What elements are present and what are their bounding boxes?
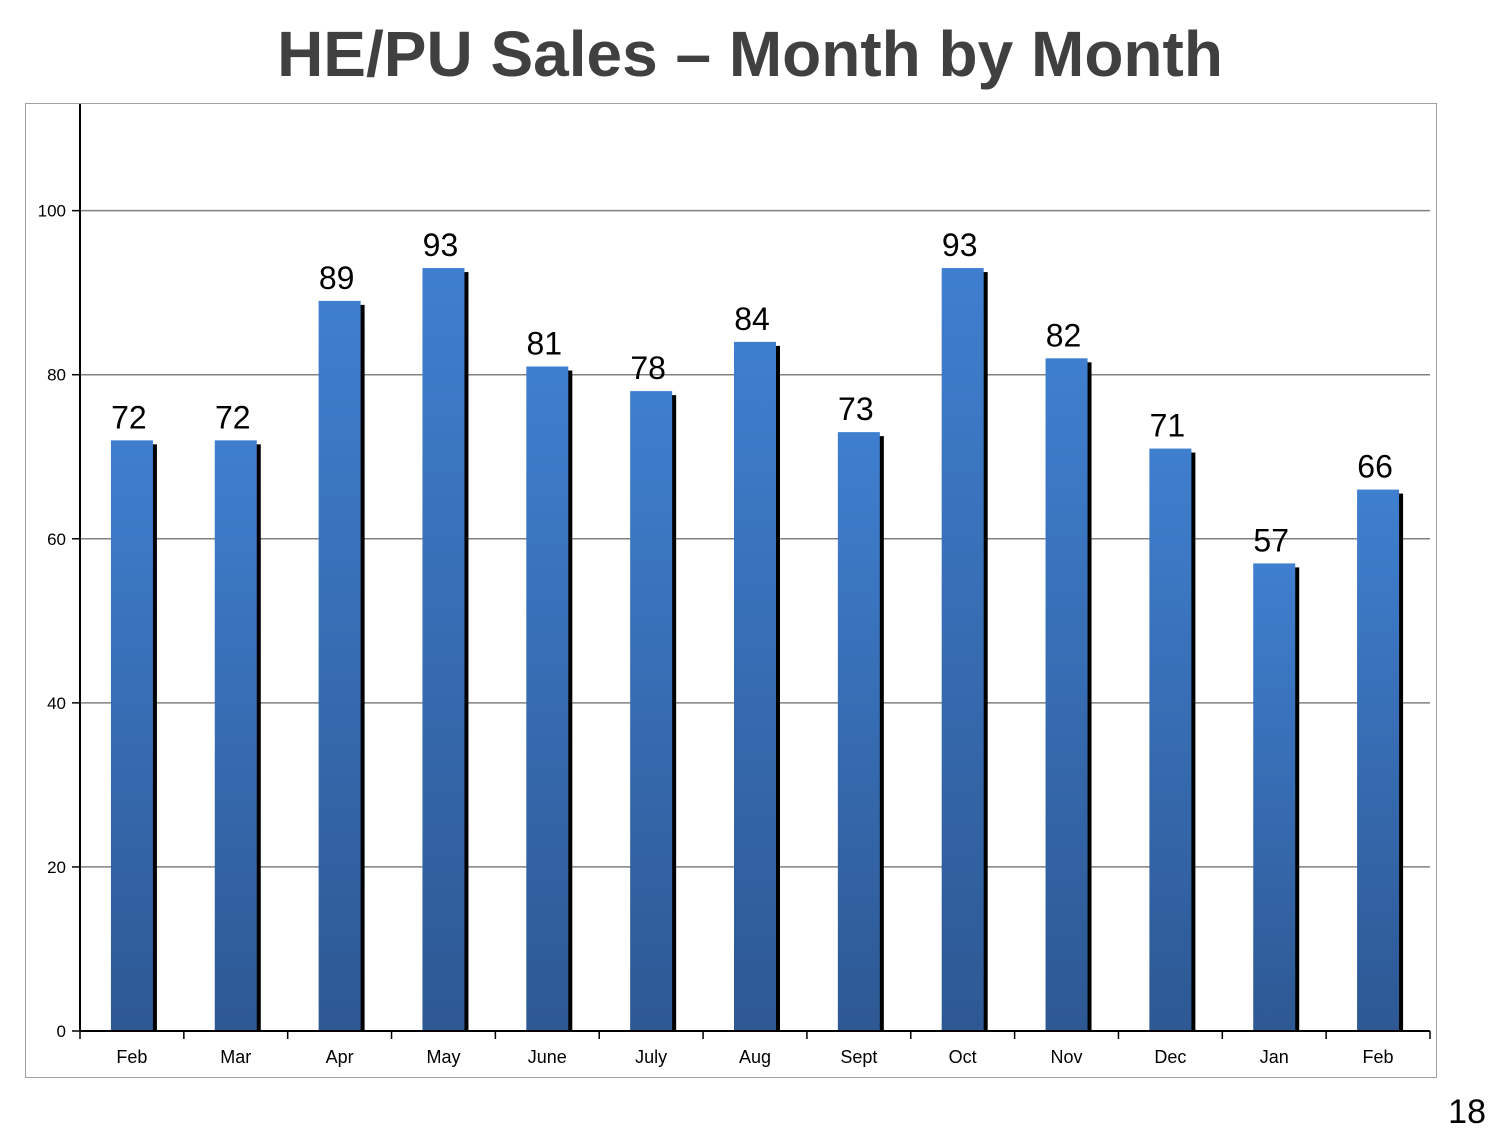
x-tick-label: July [635,1047,667,1067]
data-label: 78 [630,350,666,386]
bar [110,440,153,1032]
bar [734,341,776,1031]
y-tick-label: 20 [47,858,66,877]
bar [837,432,880,1031]
x-tick-label: Oct [949,1047,977,1067]
data-label: 71 [1150,408,1186,444]
x-tick-label: Feb [116,1047,147,1067]
bar-chart: 0 20 40 60 80 100 72 Feb 72 Mar 89 Apr 93 May 81 June 78… [38,104,1431,1067]
bar [1357,489,1400,1031]
y-tick-label: 40 [47,694,66,713]
data-label: 89 [319,260,355,296]
x-tick-label: Sept [840,1047,877,1067]
x-tick-label: Jan [1260,1047,1289,1067]
bar [318,300,361,1031]
bar [1045,358,1088,1031]
bar [1253,563,1296,1031]
bar [214,440,257,1032]
data-label: 72 [215,399,251,435]
data-label: 84 [734,301,770,337]
data-label: 72 [111,399,147,435]
x-tick-label: Mar [220,1047,251,1067]
data-label: 57 [1253,522,1289,558]
x-tick-label: Feb [1363,1047,1394,1067]
bar [422,268,465,1031]
x-tick-label: June [528,1047,567,1067]
x-tick-label: Aug [739,1047,771,1067]
axes [72,104,1431,1039]
y-tick-label: 100 [38,202,66,221]
data-label: 82 [1046,317,1082,353]
data-label: 93 [423,227,459,263]
y-tick-label: 80 [47,366,66,385]
y-tick-label: 60 [47,530,66,549]
x-tick-label: May [426,1047,460,1067]
bar [630,391,673,1031]
page-title: HE/PU Sales – Month by Month [277,18,1223,90]
data-label: 93 [942,227,978,263]
data-label: 73 [838,391,874,427]
x-tick-label: Apr [326,1047,354,1067]
bar [1149,448,1192,1031]
data-label: 81 [527,326,563,362]
labels: 0 20 40 60 80 100 72 Feb 72 Mar 89 Apr 93 May 81 June 78… [38,202,1394,1067]
x-tick-label: Dec [1154,1047,1186,1067]
bar [526,366,569,1031]
x-tick-label: Nov [1051,1047,1083,1067]
y-tick-label: 0 [57,1022,66,1041]
page-number: 18 [1448,1093,1486,1131]
bars [110,268,1404,1032]
data-label: 66 [1357,449,1393,485]
bar [941,268,984,1031]
chart-frame: 0 20 40 60 80 100 72 Feb 72 Mar 89 Apr 93 May 81 June 78… [25,103,1437,1078]
